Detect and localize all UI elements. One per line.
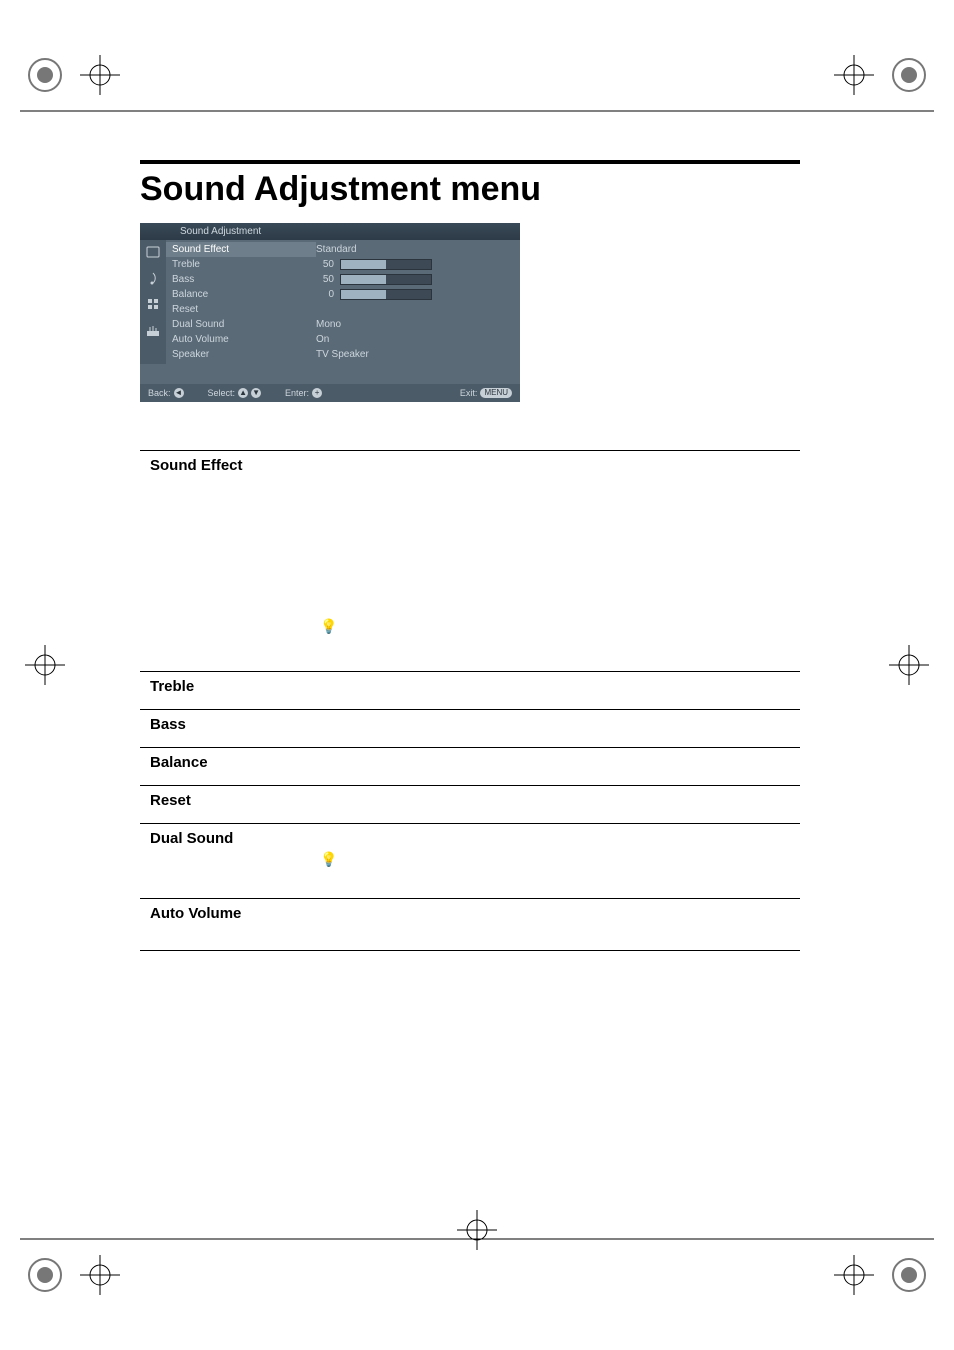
osd-spacer <box>140 364 520 384</box>
guide-line <box>20 1238 934 1240</box>
osd-item[interactable]: Bass <box>166 272 316 287</box>
crop-mark-icon <box>75 1250 125 1300</box>
section-heading: Reset <box>150 792 790 809</box>
section-rule <box>140 709 800 710</box>
osd-item[interactable]: Dual Sound <box>166 317 316 332</box>
section-rule <box>140 747 800 748</box>
tip-icon: 💡 <box>320 851 800 868</box>
crop-mark-icon <box>829 50 879 100</box>
osd-category-icons <box>140 240 166 364</box>
osd-footer-exit: Exit:MENU <box>460 388 512 398</box>
section-heading: Treble <box>150 678 790 695</box>
page-title: Sound Adjustment menu <box>140 170 800 209</box>
crop-mark-icon <box>20 640 70 690</box>
section-heading: Auto Volume <box>150 905 790 922</box>
page-content: Sound Adjustment menu Sound Adjustment S… <box>140 160 800 951</box>
title-rule <box>140 160 800 164</box>
enter-icon: + <box>312 388 322 398</box>
section: Reset <box>140 785 800 823</box>
osd-value: Mono <box>316 317 514 332</box>
section: Sound Effect 💡 <box>140 450 800 671</box>
sections-container: Sound Effect 💡 Treble Bass Balance Reset Dual … <box>140 450 800 951</box>
osd-value: TV Speaker <box>316 347 514 362</box>
osd-item[interactable]: Auto Volume <box>166 332 316 347</box>
section-heading: Dual Sound <box>150 830 790 847</box>
menu-key-icon: MENU <box>480 388 512 398</box>
crop-mark-icon <box>20 50 70 100</box>
section: Treble <box>140 671 800 709</box>
crop-mark-icon <box>829 1250 879 1300</box>
crop-mark-icon <box>75 50 125 100</box>
crop-mark-icon <box>452 1205 502 1255</box>
osd-footer-enter: Enter:+ <box>285 388 322 398</box>
section: Balance <box>140 747 800 785</box>
crop-mark-icon <box>884 50 934 100</box>
osd-footer-select: Select:▲▼ <box>208 388 262 398</box>
picture-icon[interactable] <box>145 244 161 260</box>
sound-icon[interactable] <box>145 270 161 286</box>
osd-footer: Back:◄ Select:▲▼ Enter:+ Exit:MENU <box>140 384 520 402</box>
tip-icon: 💡 <box>320 618 800 635</box>
setup-icon[interactable] <box>145 322 161 338</box>
section-heading: Bass <box>150 716 790 733</box>
section-rule <box>140 823 800 824</box>
section-heading: Sound Effect <box>150 457 790 474</box>
section-rule <box>140 450 800 451</box>
down-arrow-icon: ▼ <box>251 388 261 398</box>
osd-menu: Sound Adjustment Sound EffectTrebleBassB… <box>140 223 520 402</box>
osd-header: Sound Adjustment <box>140 223 520 240</box>
osd-value: On <box>316 332 514 347</box>
osd-item[interactable]: Speaker <box>166 347 316 362</box>
left-arrow-icon: ◄ <box>174 388 184 398</box>
osd-item[interactable]: Treble <box>166 257 316 272</box>
section: Bass <box>140 709 800 747</box>
section-heading: Balance <box>150 754 790 771</box>
guide-line <box>20 110 934 112</box>
crop-mark-icon <box>884 640 934 690</box>
osd-value-list: Standard50500MonoOnTV Speaker <box>316 240 520 364</box>
section-rule <box>140 785 800 786</box>
section-rule <box>140 671 800 672</box>
up-arrow-icon: ▲ <box>238 388 248 398</box>
features-icon[interactable] <box>145 296 161 312</box>
osd-item[interactable]: Balance <box>166 287 316 302</box>
crop-mark-icon <box>20 1250 70 1300</box>
osd-header-label: Sound Adjustment <box>180 226 261 237</box>
osd-value <box>316 302 514 317</box>
section-rule <box>140 950 800 951</box>
osd-value: Standard <box>316 242 514 257</box>
section: Auto Volume <box>140 898 800 936</box>
osd-value: 0 <box>316 287 514 302</box>
section-rule <box>140 898 800 899</box>
osd-footer-back: Back:◄ <box>148 388 184 398</box>
osd-body: Sound EffectTrebleBassBalanceResetDual S… <box>140 240 520 364</box>
osd-item[interactable]: Reset <box>166 302 316 317</box>
osd-item[interactable]: Sound Effect <box>166 242 316 257</box>
osd-item-list: Sound EffectTrebleBassBalanceResetDual S… <box>166 240 316 364</box>
osd-value: 50 <box>316 257 514 272</box>
section: Dual Sound 💡 <box>140 823 800 898</box>
osd-value: 50 <box>316 272 514 287</box>
crop-mark-icon <box>884 1250 934 1300</box>
